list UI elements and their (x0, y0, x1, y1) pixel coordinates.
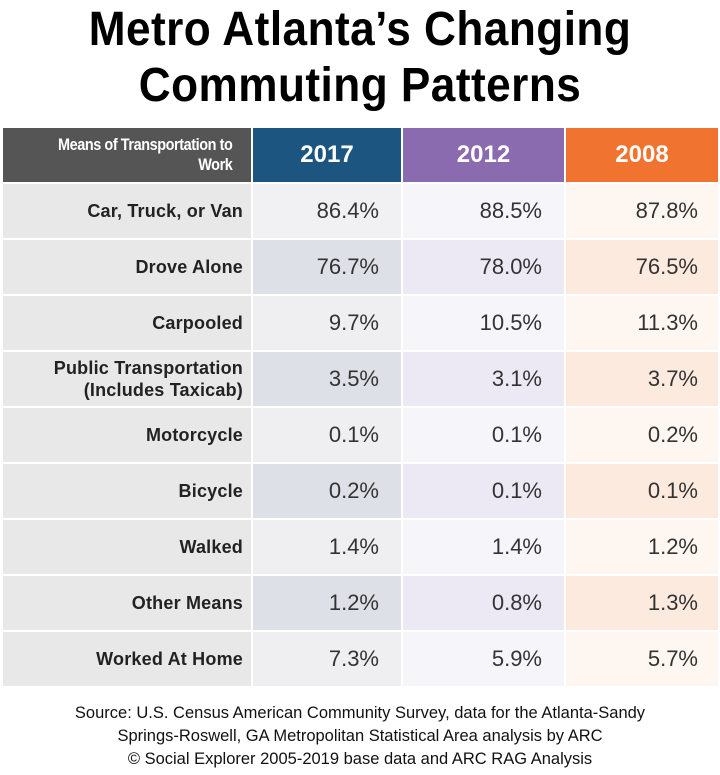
value-2017: 1.4% (253, 520, 403, 576)
table-row: Motorcycle 0.1% 0.1% 0.2% (3, 408, 718, 464)
value-2012: 10.5% (403, 296, 566, 352)
value-2017: 9.7% (253, 296, 403, 352)
commuting-table: Means of Transportation to Work 2017 201… (3, 128, 718, 688)
value-2012: 1.4% (403, 520, 566, 576)
row-label: Other Means (3, 576, 253, 632)
header-means-of-transportation: Means of Transportation to Work (3, 128, 253, 184)
value-2017: 7.3% (253, 632, 403, 688)
row-label-line-1: Public Transportation (53, 358, 243, 378)
row-label-line-2: (Includes Taxicab) (83, 380, 243, 400)
row-label: Worked At Home (3, 632, 253, 688)
value-2008: 0.1% (566, 464, 718, 520)
value-2012: 5.9% (403, 632, 566, 688)
row-label: Carpooled (3, 296, 253, 352)
value-2012: 0.1% (403, 408, 566, 464)
value-2008: 1.3% (566, 576, 718, 632)
title-line-1: Metro Atlanta’s Changing (88, 3, 632, 56)
value-2012: 0.8% (403, 576, 566, 632)
row-label: Walked (3, 520, 253, 576)
value-2017: 76.7% (253, 240, 403, 296)
row-label: Drove Alone (3, 240, 253, 296)
source-line-3: © Social Explorer 2005-2019 base data an… (127, 750, 593, 768)
value-2008: 5.7% (566, 632, 718, 688)
value-2008: 76.5% (566, 240, 718, 296)
table-row: Bicycle 0.2% 0.1% 0.1% (3, 464, 718, 520)
value-2008: 3.7% (566, 352, 718, 408)
header-2008: 2008 (566, 128, 718, 184)
value-2017: 3.5% (253, 352, 403, 408)
row-label: Motorcycle (3, 408, 253, 464)
value-2012: 0.1% (403, 464, 566, 520)
table-row: Drove Alone 76.7% 78.0% 76.5% (3, 240, 718, 296)
title-line-2: Commuting Patterns (138, 59, 582, 112)
page-title: Metro Atlanta’s Changing Commuting Patte… (29, 2, 691, 114)
value-2017: 0.2% (253, 464, 403, 520)
value-2008: 87.8% (566, 184, 718, 240)
header-2012: 2012 (403, 128, 566, 184)
table-row: Walked 1.4% 1.4% 1.2% (3, 520, 718, 576)
value-2008: 1.2% (566, 520, 718, 576)
table-row: Carpooled 9.7% 10.5% 11.3% (3, 296, 718, 352)
value-2017: 86.4% (253, 184, 403, 240)
value-2008: 0.2% (566, 408, 718, 464)
header-2017: 2017 (253, 128, 403, 184)
value-2012: 3.1% (403, 352, 566, 408)
table-header-row: Means of Transportation to Work 2017 201… (3, 128, 718, 184)
source-note: Source: U.S. Census American Community S… (0, 702, 720, 771)
row-label: Car, Truck, or Van (3, 184, 253, 240)
row-label: Bicycle (3, 464, 253, 520)
value-2008: 11.3% (566, 296, 718, 352)
table-row: Worked At Home 7.3% 5.9% 5.7% (3, 632, 718, 688)
value-2012: 78.0% (403, 240, 566, 296)
table-row: Car, Truck, or Van 86.4% 88.5% 87.8% (3, 184, 718, 240)
row-label: Public Transportation (Includes Taxicab) (3, 352, 253, 408)
table-row: Other Means 1.2% 0.8% 1.3% (3, 576, 718, 632)
value-2017: 0.1% (253, 408, 403, 464)
value-2017: 1.2% (253, 576, 403, 632)
table-row: Public Transportation (Includes Taxicab)… (3, 352, 718, 408)
value-2012: 88.5% (403, 184, 566, 240)
source-line-1: Source: U.S. Census American Community S… (74, 704, 646, 722)
source-line-2: Springs-Roswell, GA Metropolitan Statist… (117, 727, 603, 745)
